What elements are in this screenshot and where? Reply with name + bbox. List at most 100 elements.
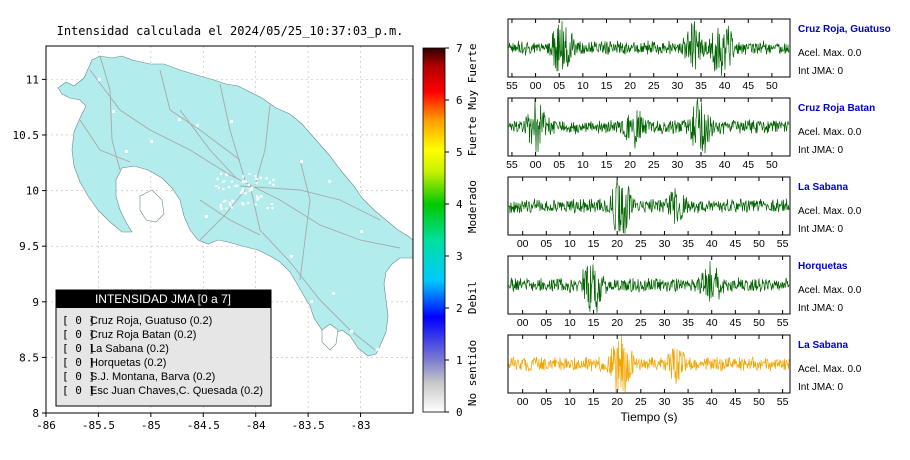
town-marker: [243, 180, 246, 183]
waveform-tick-label: 30: [659, 238, 671, 250]
town-marker: [242, 175, 245, 178]
waveform-tick-label: 25: [648, 159, 660, 171]
town-marker: [255, 182, 258, 185]
town-marker: [360, 230, 363, 233]
int-jma-label: Int JMA: 0: [798, 382, 843, 393]
colorbar-category-label: Fuerte: [466, 117, 479, 157]
road-line: [79, 119, 131, 163]
waveform-tick-label: 15: [588, 238, 600, 250]
town-marker: [244, 180, 248, 183]
waveform-tick-label: 00: [517, 317, 529, 329]
waveform-panel: 00 05 10 15 20 25 30 35 40 45 50 55 La Sabana Acel. M…: [507, 334, 862, 424]
waveform-tick-label: 40: [706, 396, 718, 408]
town-marker: [247, 183, 251, 187]
waveform-tick-label: 40: [719, 159, 731, 171]
map-xtick-label: -83: [351, 419, 371, 432]
town-marker: [255, 195, 259, 198]
town-marker: [254, 174, 257, 177]
station-name: Cruz Roja, Guatuso: [798, 24, 891, 35]
intensity-legend: INTENSIDAD JMA [0 a 7] [ 0 ]Cruz Roja, G…: [55, 289, 272, 407]
colorbar-category-label: No sentido: [466, 340, 479, 406]
waveform-tick-label: 15: [588, 317, 600, 329]
waveform-tick-label: 10: [577, 80, 589, 92]
road-line: [199, 199, 261, 236]
road-line: [254, 104, 271, 186]
waveform-tick-label: 50: [766, 159, 778, 171]
waveform-tick-label: 05: [540, 238, 552, 250]
town-marker: [215, 184, 218, 188]
waveform-tick-label: 40: [706, 317, 718, 329]
town-marker: [332, 292, 335, 295]
waveform-trace: [508, 261, 790, 313]
waveform-panel: 55 00 05 10 15 20 25 30 35 40 45 50 Cruz Roja, Guatu…: [506, 18, 891, 92]
town-marker: [236, 184, 239, 187]
waveform-tick-label: 25: [635, 396, 647, 408]
legend-item-label: Esc Juan Chaves,C. Quesada (0.2): [90, 385, 263, 397]
legend-item-label: S.J. Montana, Barva (0.2): [90, 371, 215, 383]
waveform-tick-label: 05: [553, 159, 565, 171]
town-marker: [350, 330, 353, 333]
station-name: La Sabana: [798, 340, 848, 351]
waveform-tick-label: 30: [659, 396, 671, 408]
waveform-tick-label: 55: [777, 238, 789, 250]
map-ytick-label: 11: [26, 73, 39, 86]
town-marker: [228, 201, 231, 205]
town-marker: [241, 202, 244, 205]
road-line: [219, 83, 246, 181]
map-xtick-label: -85: [141, 419, 161, 432]
town-marker: [257, 197, 260, 200]
town-marker: [248, 189, 251, 192]
waveform-trace: [508, 179, 790, 234]
town-marker: [150, 140, 153, 143]
town-marker: [259, 195, 263, 198]
map-ytick-label: 10.5: [13, 129, 40, 142]
map-axis-ticks: -86 -85.5 -85 -84.5 -84 -83.5 -83 11 10.5 10 9.5 9 8…: [13, 73, 371, 432]
map-ytick-label: 9.5: [19, 240, 39, 253]
legend-title: INTENSIDAD JMA [0 a 7]: [95, 292, 231, 306]
waveform-tick-label: 00: [517, 238, 529, 250]
waveform-tick-label: 10: [564, 317, 576, 329]
waveform-panel: 00 05 10 15 20 25 30 35 40 45 50 55 Horquetas Acel. M…: [507, 255, 862, 329]
road-line: [199, 189, 246, 241]
town-marker: [125, 150, 128, 153]
town-marker: [268, 181, 271, 184]
station-name: La Sabana: [798, 182, 848, 193]
station-name: Horquetas: [798, 261, 848, 272]
legend-box: [55, 289, 272, 407]
town-marker: [328, 180, 331, 183]
town-marker: [270, 202, 273, 206]
town-marker: [221, 180, 225, 183]
map-ytick-label: 8.5: [19, 351, 39, 364]
acel-max-label: Acel. Max. 0.0: [798, 206, 862, 217]
map-ytick-label: 8: [32, 407, 39, 420]
legend-items: [ 0 ]Cruz Roja, Guatuso (0.2)[ 0 ]Cruz R…: [62, 314, 263, 397]
town-marker: [272, 183, 275, 186]
waveform-trace: [508, 98, 790, 154]
waveform-trace: [508, 335, 790, 393]
waveform-tick-label: 20: [611, 317, 623, 329]
waveform-tick-label: 15: [601, 80, 613, 92]
map-ytick-label: 10: [26, 185, 39, 198]
waveform-panels: 55 00 05 10 15 20 25 30 35 40 45 50 Cruz Roja, Guatu…: [506, 18, 891, 424]
legend-item-label: Cruz Roja, Guatuso (0.2): [90, 315, 212, 327]
town-marker: [225, 173, 228, 176]
town-marker: [227, 186, 231, 189]
waveform-panel: 55 00 05 10 15 20 25 30 35 40 45 50 Cruz Roja Batan A…: [506, 97, 875, 171]
town-marker: [256, 198, 259, 201]
colorbar-tick-label: 6: [456, 94, 463, 107]
int-jma-label: Int JMA: 0: [798, 303, 843, 314]
town-marker: [240, 191, 243, 195]
town-marker: [259, 176, 262, 179]
colorbar-ticks: 0 1 2 3 4 5 6 7: [445, 42, 463, 419]
waveform-tick-label: 40: [719, 80, 731, 92]
road-network: [79, 55, 401, 351]
map-border: [45, 45, 414, 414]
waveform-tick-label: 10: [577, 159, 589, 171]
waveform-tick-label: 30: [672, 80, 684, 92]
int-jma-label: Int JMA: 0: [798, 224, 843, 235]
waveform-tick-label: 50: [753, 396, 765, 408]
road-line: [179, 109, 237, 179]
waveform-tick-label: 20: [624, 80, 636, 92]
waveform-tick-label: 50: [766, 80, 778, 92]
waveform-tick-label: 05: [540, 396, 552, 408]
